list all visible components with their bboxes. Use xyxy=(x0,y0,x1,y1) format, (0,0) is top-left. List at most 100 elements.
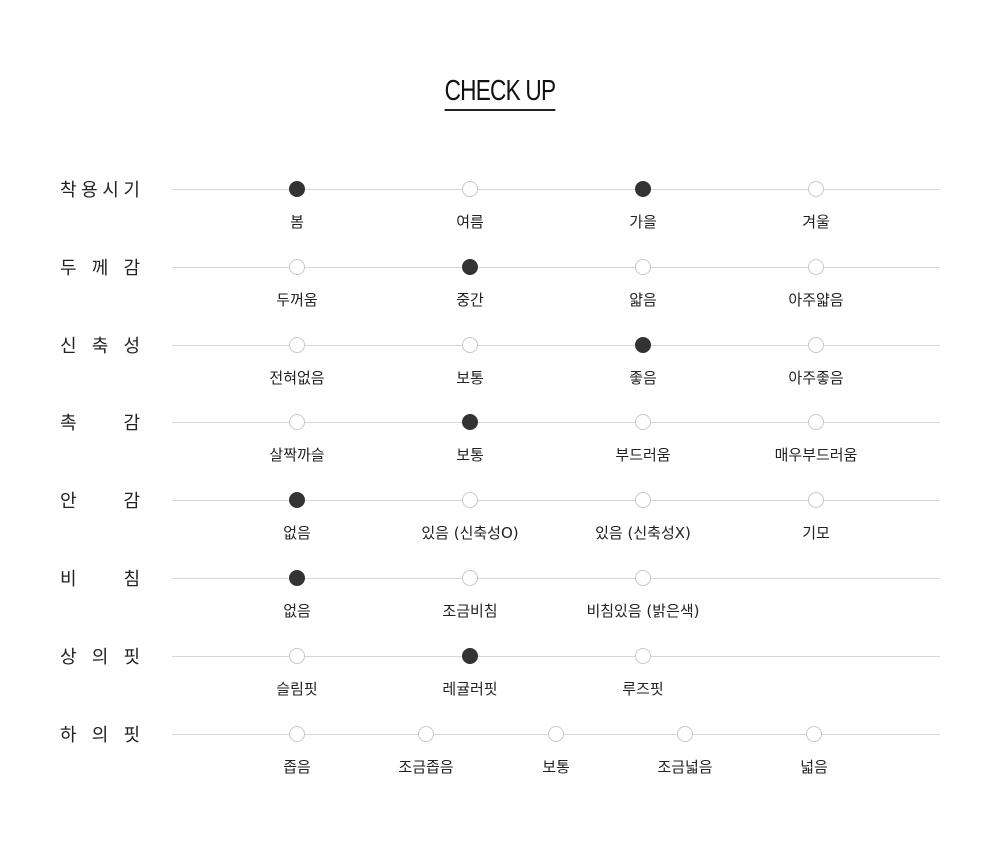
option-label: 있음 (신축성X) xyxy=(595,524,691,542)
option-label: 없음 xyxy=(283,602,311,620)
option-label: 중간 xyxy=(456,291,484,309)
option-label: 넓음 xyxy=(800,758,828,776)
option-label: 봄 xyxy=(290,213,304,231)
title-text: CHECK UP xyxy=(444,74,556,111)
unselected-dot-icon xyxy=(289,726,305,742)
unselected-dot-icon xyxy=(635,414,651,430)
row-label-char: 께 xyxy=(91,258,109,279)
unselected-dot-icon xyxy=(418,726,434,742)
row-label-char: 촉 xyxy=(60,413,77,434)
check-up-title: CHECK UP xyxy=(0,74,1000,111)
row-label-char: 하 xyxy=(60,725,77,746)
option-label: 좋음 xyxy=(629,369,657,387)
row-label-char: 비 xyxy=(60,569,77,590)
row-track-line xyxy=(172,500,940,501)
option-label: 레귤러핏 xyxy=(442,680,498,698)
unselected-dot-icon xyxy=(289,414,305,430)
option-label: 아주얇음 xyxy=(788,291,844,309)
selected-dot-icon xyxy=(289,492,305,508)
unselected-dot-icon xyxy=(462,570,478,586)
unselected-dot-icon xyxy=(808,259,824,275)
row-label-char: 두 xyxy=(60,258,77,279)
option-label: 루즈핏 xyxy=(622,680,664,698)
row-track-line xyxy=(172,578,940,579)
row-track-line xyxy=(172,267,940,268)
option-label: 전혀없음 xyxy=(269,369,325,387)
unselected-dot-icon xyxy=(808,181,824,197)
unselected-dot-icon xyxy=(677,726,693,742)
option-label: 기모 xyxy=(802,524,830,542)
row-label-char: 의 xyxy=(91,647,109,668)
selected-dot-icon xyxy=(462,259,478,275)
row-label-char: 착 xyxy=(60,180,77,201)
row-label-char: 감 xyxy=(123,258,140,279)
unselected-dot-icon xyxy=(635,648,651,664)
row-track-line xyxy=(172,189,940,190)
selected-dot-icon xyxy=(462,414,478,430)
row-label-char: 의 xyxy=(91,725,109,746)
option-label: 얇음 xyxy=(629,291,657,309)
row-track-line xyxy=(172,656,940,657)
row-track-line xyxy=(172,345,940,346)
unselected-dot-icon xyxy=(548,726,564,742)
option-label: 두꺼움 xyxy=(276,291,318,309)
unselected-dot-icon xyxy=(635,570,651,586)
unselected-dot-icon xyxy=(635,492,651,508)
row-label-char: 축 xyxy=(91,336,109,357)
unselected-dot-icon xyxy=(806,726,822,742)
unselected-dot-icon xyxy=(635,259,651,275)
option-label: 겨울 xyxy=(802,213,830,231)
row-label-char: 침 xyxy=(123,569,140,590)
option-label: 비침있음 (밝은색) xyxy=(586,602,700,620)
check-row: 촉 감 살짝까슬 보통 부드러움 매우부드러움 xyxy=(0,413,1000,482)
option-label: 슬림핏 xyxy=(276,680,318,698)
option-label: 조금넓음 xyxy=(657,758,713,776)
option-label: 있음 (신축성O) xyxy=(421,524,519,542)
unselected-dot-icon xyxy=(808,337,824,353)
row-label-char: 상 xyxy=(60,647,77,668)
option-label: 조금비침 xyxy=(442,602,498,620)
unselected-dot-icon xyxy=(808,492,824,508)
selected-dot-icon xyxy=(635,337,651,353)
row-label-char: 기 xyxy=(123,180,140,201)
row-label-char: 용 xyxy=(81,180,98,201)
option-label: 조금좁음 xyxy=(398,758,454,776)
row-label-char: 시 xyxy=(102,180,119,201)
row-track-line xyxy=(172,422,940,423)
row-label-char: 핏 xyxy=(123,725,140,746)
option-label: 살짝까슬 xyxy=(269,446,325,464)
option-label: 없음 xyxy=(283,524,311,542)
selected-dot-icon xyxy=(289,181,305,197)
option-label: 좁음 xyxy=(283,758,311,776)
row-label-char: 신 xyxy=(60,336,77,357)
selected-dot-icon xyxy=(289,570,305,586)
option-label: 아주좋음 xyxy=(788,369,844,387)
option-label: 가을 xyxy=(629,213,657,231)
option-label: 여름 xyxy=(456,213,484,231)
unselected-dot-icon xyxy=(808,414,824,430)
row-label-char: 성 xyxy=(123,336,140,357)
selected-dot-icon xyxy=(635,181,651,197)
unselected-dot-icon xyxy=(462,337,478,353)
row-label-char: 감 xyxy=(123,491,140,512)
option-label: 보통 xyxy=(456,369,484,387)
selected-dot-icon xyxy=(462,648,478,664)
option-label: 보통 xyxy=(456,446,484,464)
option-label: 보통 xyxy=(542,758,570,776)
unselected-dot-icon xyxy=(289,259,305,275)
row-label-char: 핏 xyxy=(123,647,140,668)
option-label: 부드러움 xyxy=(615,446,671,464)
check-row: 안 감 없음 있음 (신축성O) 있음 (신축성X) 기모 xyxy=(0,491,1000,560)
